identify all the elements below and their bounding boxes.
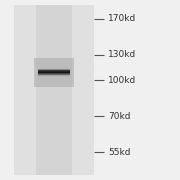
Text: 130kd: 130kd <box>108 50 136 59</box>
Bar <box>38 73 70 74</box>
Text: 100kd: 100kd <box>108 76 136 85</box>
Bar <box>38 74 70 75</box>
Bar <box>38 71 70 72</box>
Bar <box>38 72 70 73</box>
Text: 55kd: 55kd <box>108 148 130 157</box>
Bar <box>38 72 70 73</box>
Bar <box>38 68 70 69</box>
Bar <box>38 75 70 76</box>
Bar <box>36 5 72 175</box>
Bar <box>38 69 70 70</box>
Bar <box>38 75 70 76</box>
Bar <box>14 5 94 175</box>
Bar <box>38 74 70 75</box>
Bar <box>38 70 70 71</box>
Text: 170kd: 170kd <box>108 14 136 23</box>
Bar <box>34 58 74 87</box>
Text: 70kd: 70kd <box>108 112 130 121</box>
Bar <box>38 70 70 71</box>
